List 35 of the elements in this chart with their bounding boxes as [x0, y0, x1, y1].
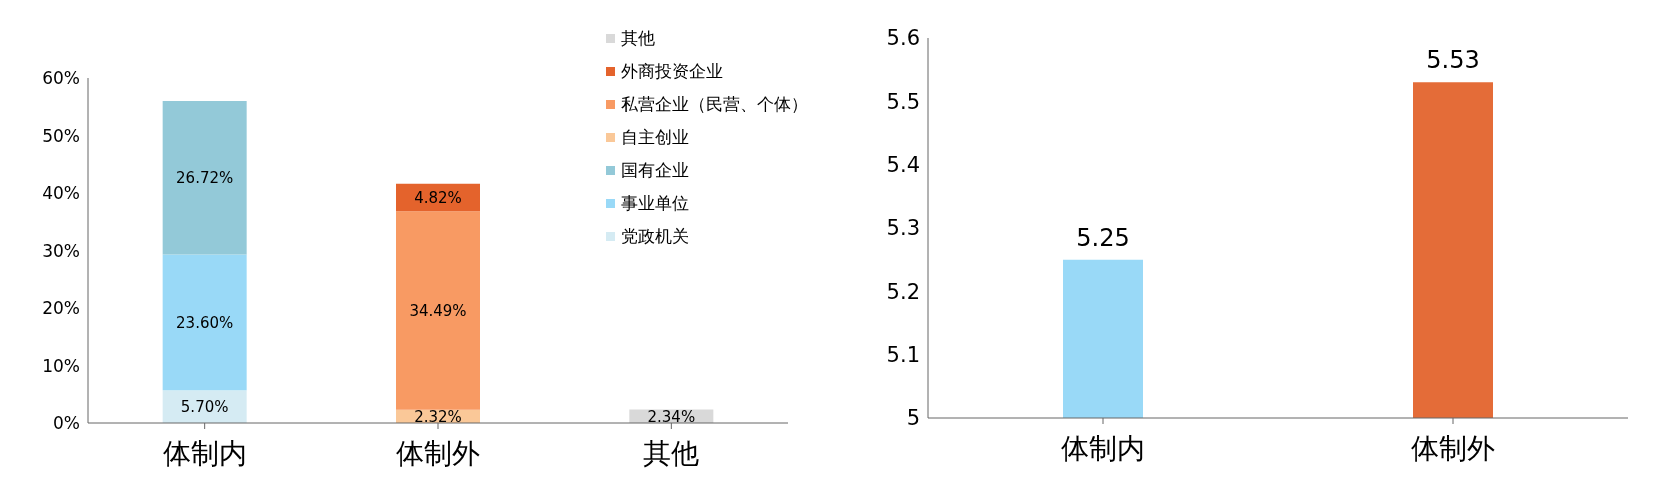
data-label: 2.34%: [647, 407, 696, 426]
x-tick-label: 体制外: [396, 436, 480, 470]
x-tick-label: 体制内: [162, 436, 247, 470]
y-tick-label: 30%: [42, 240, 80, 261]
data-label: 26.72%: [176, 169, 234, 188]
legend-label: 事业单位: [621, 192, 689, 215]
data-label: 4.82%: [414, 188, 462, 207]
y-tick-label: 5.2: [886, 279, 920, 304]
data-label: 5.53: [1426, 46, 1480, 75]
y-tick-label: 0%: [53, 413, 80, 434]
y-tick-label: 5.3: [886, 216, 920, 241]
data-label: 5.70%: [180, 397, 229, 416]
legend-label: 外商投资企业: [621, 60, 723, 83]
y-tick-label: 5.1: [886, 343, 920, 368]
y-tick-label: 5.4: [886, 153, 920, 178]
legend-label: 自主创业: [621, 126, 689, 149]
data-label: 23.60%: [176, 313, 234, 332]
legend-label: 国有企业: [621, 159, 689, 182]
y-tick-label: 5.6: [886, 26, 920, 51]
y-tick-label: 50%: [42, 125, 80, 146]
x-tick-label: 体制内: [1061, 431, 1145, 465]
y-tick-label: 60%: [42, 68, 80, 89]
y-tick-label: 40%: [42, 183, 80, 204]
y-tick-label: 5.5: [886, 89, 920, 114]
data-label: 2.32%: [414, 407, 462, 426]
x-tick-label: 体制外: [1411, 431, 1495, 465]
y-tick-label: 20%: [42, 298, 80, 319]
legend-label: 其他: [621, 27, 655, 50]
x-tick-label: 其他: [643, 436, 700, 470]
data-label: 34.49%: [409, 301, 467, 320]
legend-label: 党政机关: [621, 225, 689, 248]
data-label: 5.25: [1076, 223, 1130, 252]
legend-label: 私营企业（民营、个体）: [621, 93, 808, 116]
y-tick-label: 10%: [42, 355, 80, 376]
y-tick-label: 5: [906, 406, 920, 431]
